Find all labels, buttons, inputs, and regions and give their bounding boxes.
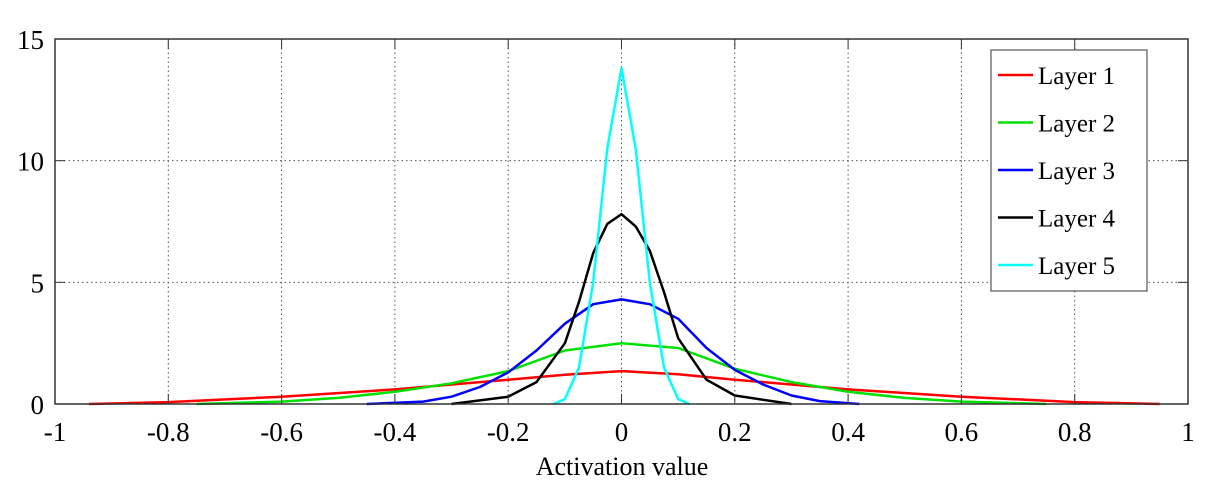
x-tick-label: -0.8 <box>147 417 190 447</box>
series-line-layer-1 <box>88 369 1160 406</box>
y-tick-label: 5 <box>31 268 45 298</box>
x-tick-label: 0.6 <box>945 417 979 447</box>
legend-label-layer-5: Layer 5 <box>1038 253 1115 280</box>
x-tick-label: 1 <box>1181 417 1195 447</box>
x-tick-label: -0.4 <box>374 417 417 447</box>
x-tick-label: 0.8 <box>1058 417 1092 447</box>
series-line-layer-3 <box>366 298 860 406</box>
legend: Layer 1 Layer 2 Layer 3 Layer 4 Layer 5 <box>990 49 1148 292</box>
x-tick-label: 0 <box>615 417 629 447</box>
legend-label-layer-3: Layer 3 <box>1038 158 1115 185</box>
y-tick-label: 15 <box>17 25 44 55</box>
x-tick-label: 0.2 <box>718 417 752 447</box>
series-line-layer-2 <box>196 341 1047 406</box>
legend-label-layer-4: Layer 4 <box>1038 206 1116 233</box>
legend-label-layer-1: Layer 1 <box>1038 63 1115 90</box>
y-tick-label: 0 <box>31 390 45 420</box>
series-line-layer-4 <box>451 212 792 406</box>
y-tick-label: 10 <box>17 147 44 177</box>
x-tick-label: -1 <box>44 417 67 447</box>
x-axis-title: Activation value <box>536 452 709 481</box>
x-tick-label: -0.2 <box>487 417 530 447</box>
series-line-layer-5 <box>553 66 690 406</box>
x-tick-label: -0.6 <box>260 417 303 447</box>
x-tick-label: 0.4 <box>831 417 865 447</box>
legend-label-layer-2: Layer 2 <box>1038 111 1115 138</box>
